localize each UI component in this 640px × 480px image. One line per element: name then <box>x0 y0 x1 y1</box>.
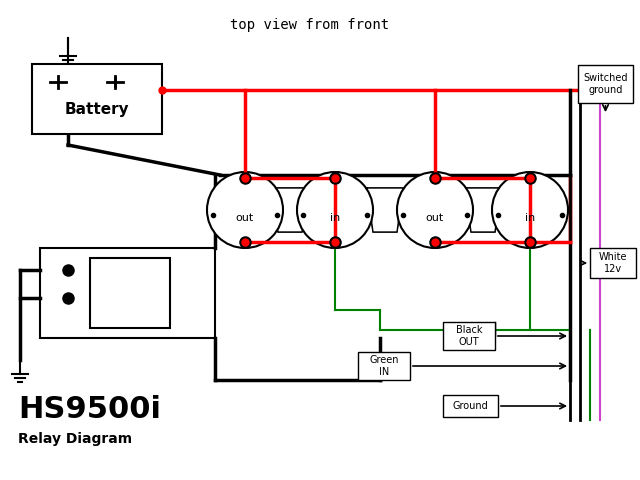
Bar <box>40 248 215 338</box>
Bar <box>90 258 170 328</box>
Bar <box>578 65 633 103</box>
Polygon shape <box>272 188 308 232</box>
Bar <box>358 352 410 380</box>
Circle shape <box>492 172 568 248</box>
Text: Black
OUT: Black OUT <box>456 325 483 347</box>
Bar <box>32 64 162 134</box>
Text: HS9500i: HS9500i <box>18 395 161 424</box>
Text: Switched
ground: Switched ground <box>583 73 628 95</box>
Circle shape <box>297 172 373 248</box>
Text: top view from front: top view from front <box>230 18 390 32</box>
Circle shape <box>397 172 473 248</box>
Bar <box>590 248 636 278</box>
Text: Relay Diagram: Relay Diagram <box>18 432 132 446</box>
Text: in: in <box>330 213 340 223</box>
Text: Battery: Battery <box>65 102 129 117</box>
Bar <box>443 395 498 417</box>
Text: out: out <box>236 213 254 223</box>
Text: in: in <box>525 213 535 223</box>
Polygon shape <box>465 188 501 232</box>
Text: White
12v: White 12v <box>599 252 627 274</box>
Polygon shape <box>367 188 403 232</box>
Text: Ground: Ground <box>452 401 488 411</box>
Text: Green
IN: Green IN <box>369 355 399 377</box>
Circle shape <box>207 172 283 248</box>
Bar <box>443 322 495 350</box>
Text: out: out <box>426 213 444 223</box>
